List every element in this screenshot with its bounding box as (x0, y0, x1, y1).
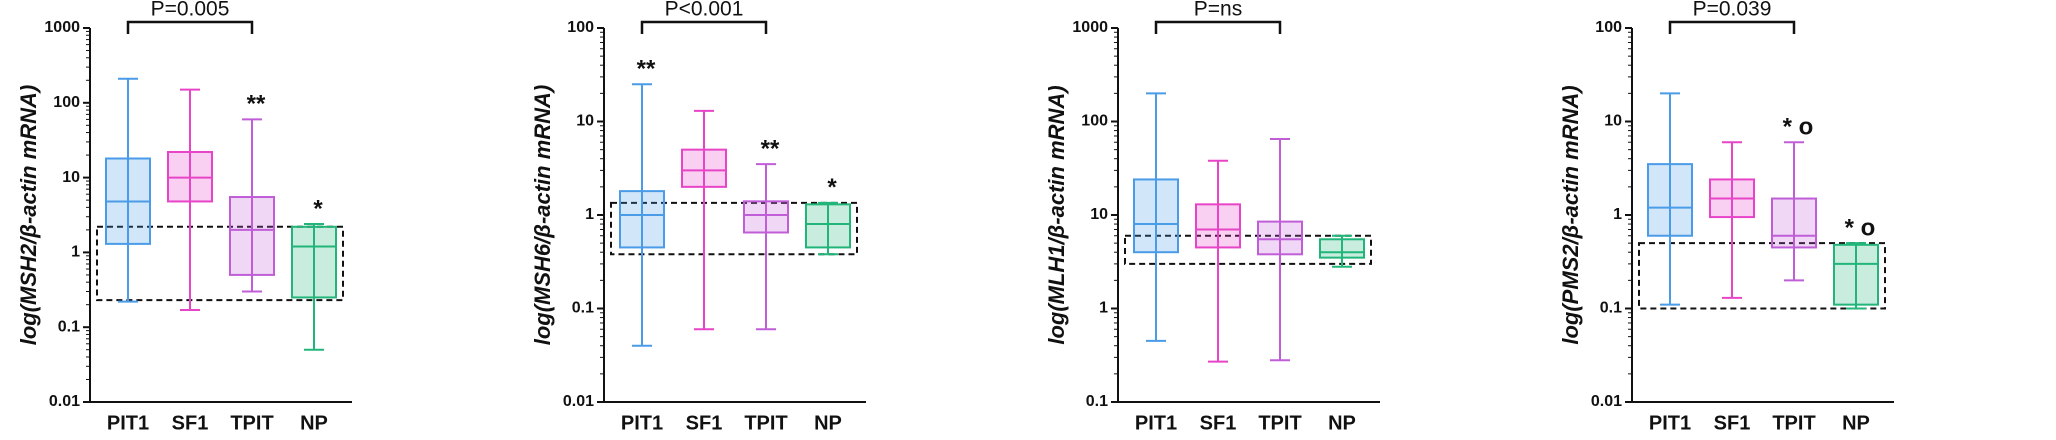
panel: log(MSH2/β-actin mRNA) 0.01 0.1 1 10 100 1000 P… (16, 0, 352, 434)
x-tick-label: SF1 (1200, 412, 1237, 434)
x-tick-label: TPIT (744, 412, 787, 434)
x-tick-label: NP (1842, 412, 1870, 434)
box (805, 203, 851, 249)
box (1771, 197, 1817, 249)
x-tick-label: TPIT (1258, 412, 1301, 434)
reference-range (96, 225, 344, 302)
x-tick-label: NP (1328, 412, 1356, 434)
panel: log(PMS2/β-actin mRNA) 0.01 0.1 1 10 100 PIT1 S… (1558, 0, 1894, 434)
y-tick-label: 100 (567, 19, 594, 36)
y-tick-label: 10 (62, 169, 80, 186)
y-tick-label: 10 (576, 113, 594, 130)
y-tick-label: 1 (1613, 206, 1622, 223)
y-tick-label: 0.01 (1591, 393, 1622, 410)
p-value: P=0.005 (151, 0, 230, 21)
significance: ** (637, 56, 656, 83)
box (619, 190, 665, 249)
box (1319, 238, 1365, 259)
y-tick-label: 0.1 (1086, 393, 1108, 410)
y-tick-label: 0.01 (49, 393, 80, 410)
bracket (1154, 20, 1282, 34)
y-tick-label: 1000 (1072, 19, 1108, 36)
box (1647, 163, 1693, 237)
y-tick-label: 0.1 (58, 318, 80, 335)
panel: log(MSH6/β-actin mRNA) 0.01 0.1 1 10 100 PIT1 *… (530, 0, 866, 434)
significance: * (827, 174, 837, 201)
box (743, 200, 789, 234)
x-tick-label: NP (814, 412, 842, 434)
box (681, 148, 727, 188)
x-tick-label: PIT1 (621, 412, 663, 434)
x-tick-label: PIT1 (1649, 412, 1691, 434)
x-tick-label: PIT1 (1135, 412, 1177, 434)
bracket (640, 20, 768, 34)
box (291, 225, 337, 299)
reference-range (610, 201, 858, 256)
box (1195, 203, 1241, 249)
significance: ** (761, 135, 780, 162)
y-tick-label: 0.1 (572, 300, 594, 317)
y-tick-label: 1 (71, 244, 80, 261)
significance: ** (247, 91, 266, 118)
x-tick-label: NP (300, 412, 328, 434)
y-axis-label: log(MSH6/β-actin mRNA) (530, 85, 555, 346)
x-tick-label: SF1 (172, 412, 209, 434)
y-tick-label: 100 (1595, 19, 1622, 36)
reference-range (1124, 234, 1372, 265)
y-tick-label: 1 (585, 206, 594, 223)
y-tick-label: 100 (53, 94, 80, 111)
box (1833, 243, 1879, 306)
significance: * o (1783, 114, 1814, 141)
y-axis-label: log(MLH1/β-actin mRNA) (1044, 85, 1069, 344)
box (229, 196, 275, 276)
y-tick-label: 10 (1604, 113, 1622, 130)
y-axis-label: log(PMS2/β-actin mRNA) (1558, 85, 1583, 344)
x-tick-label: PIT1 (107, 412, 149, 434)
p-value: P=0.039 (1693, 0, 1772, 21)
panel: log(MLH1/β-actin mRNA) 0.1 1 10 100 1000 PIT1 S… (1044, 0, 1380, 434)
y-tick-label: 0.01 (563, 393, 594, 410)
reference-range (1638, 242, 1886, 310)
y-tick-label: 1 (1099, 300, 1108, 317)
significance: * (313, 195, 323, 222)
x-tick-label: TPIT (230, 412, 273, 434)
p-value: P=ns (1194, 0, 1242, 21)
y-tick-label: 10 (1090, 206, 1108, 223)
y-tick-label: 100 (1081, 113, 1108, 130)
y-tick-label: 1000 (44, 19, 80, 36)
y-tick-label: 0.1 (1600, 300, 1622, 317)
x-tick-label: SF1 (1714, 412, 1751, 434)
bracket (126, 20, 254, 34)
significance: * o (1845, 214, 1876, 241)
box (1257, 220, 1303, 256)
x-tick-label: SF1 (686, 412, 723, 434)
bracket (1668, 20, 1796, 34)
y-axis-label: log(MSH2/β-actin mRNA) (16, 85, 41, 346)
box (1133, 178, 1179, 254)
x-tick-label: TPIT (1772, 412, 1815, 434)
p-value: P<0.001 (665, 0, 744, 21)
